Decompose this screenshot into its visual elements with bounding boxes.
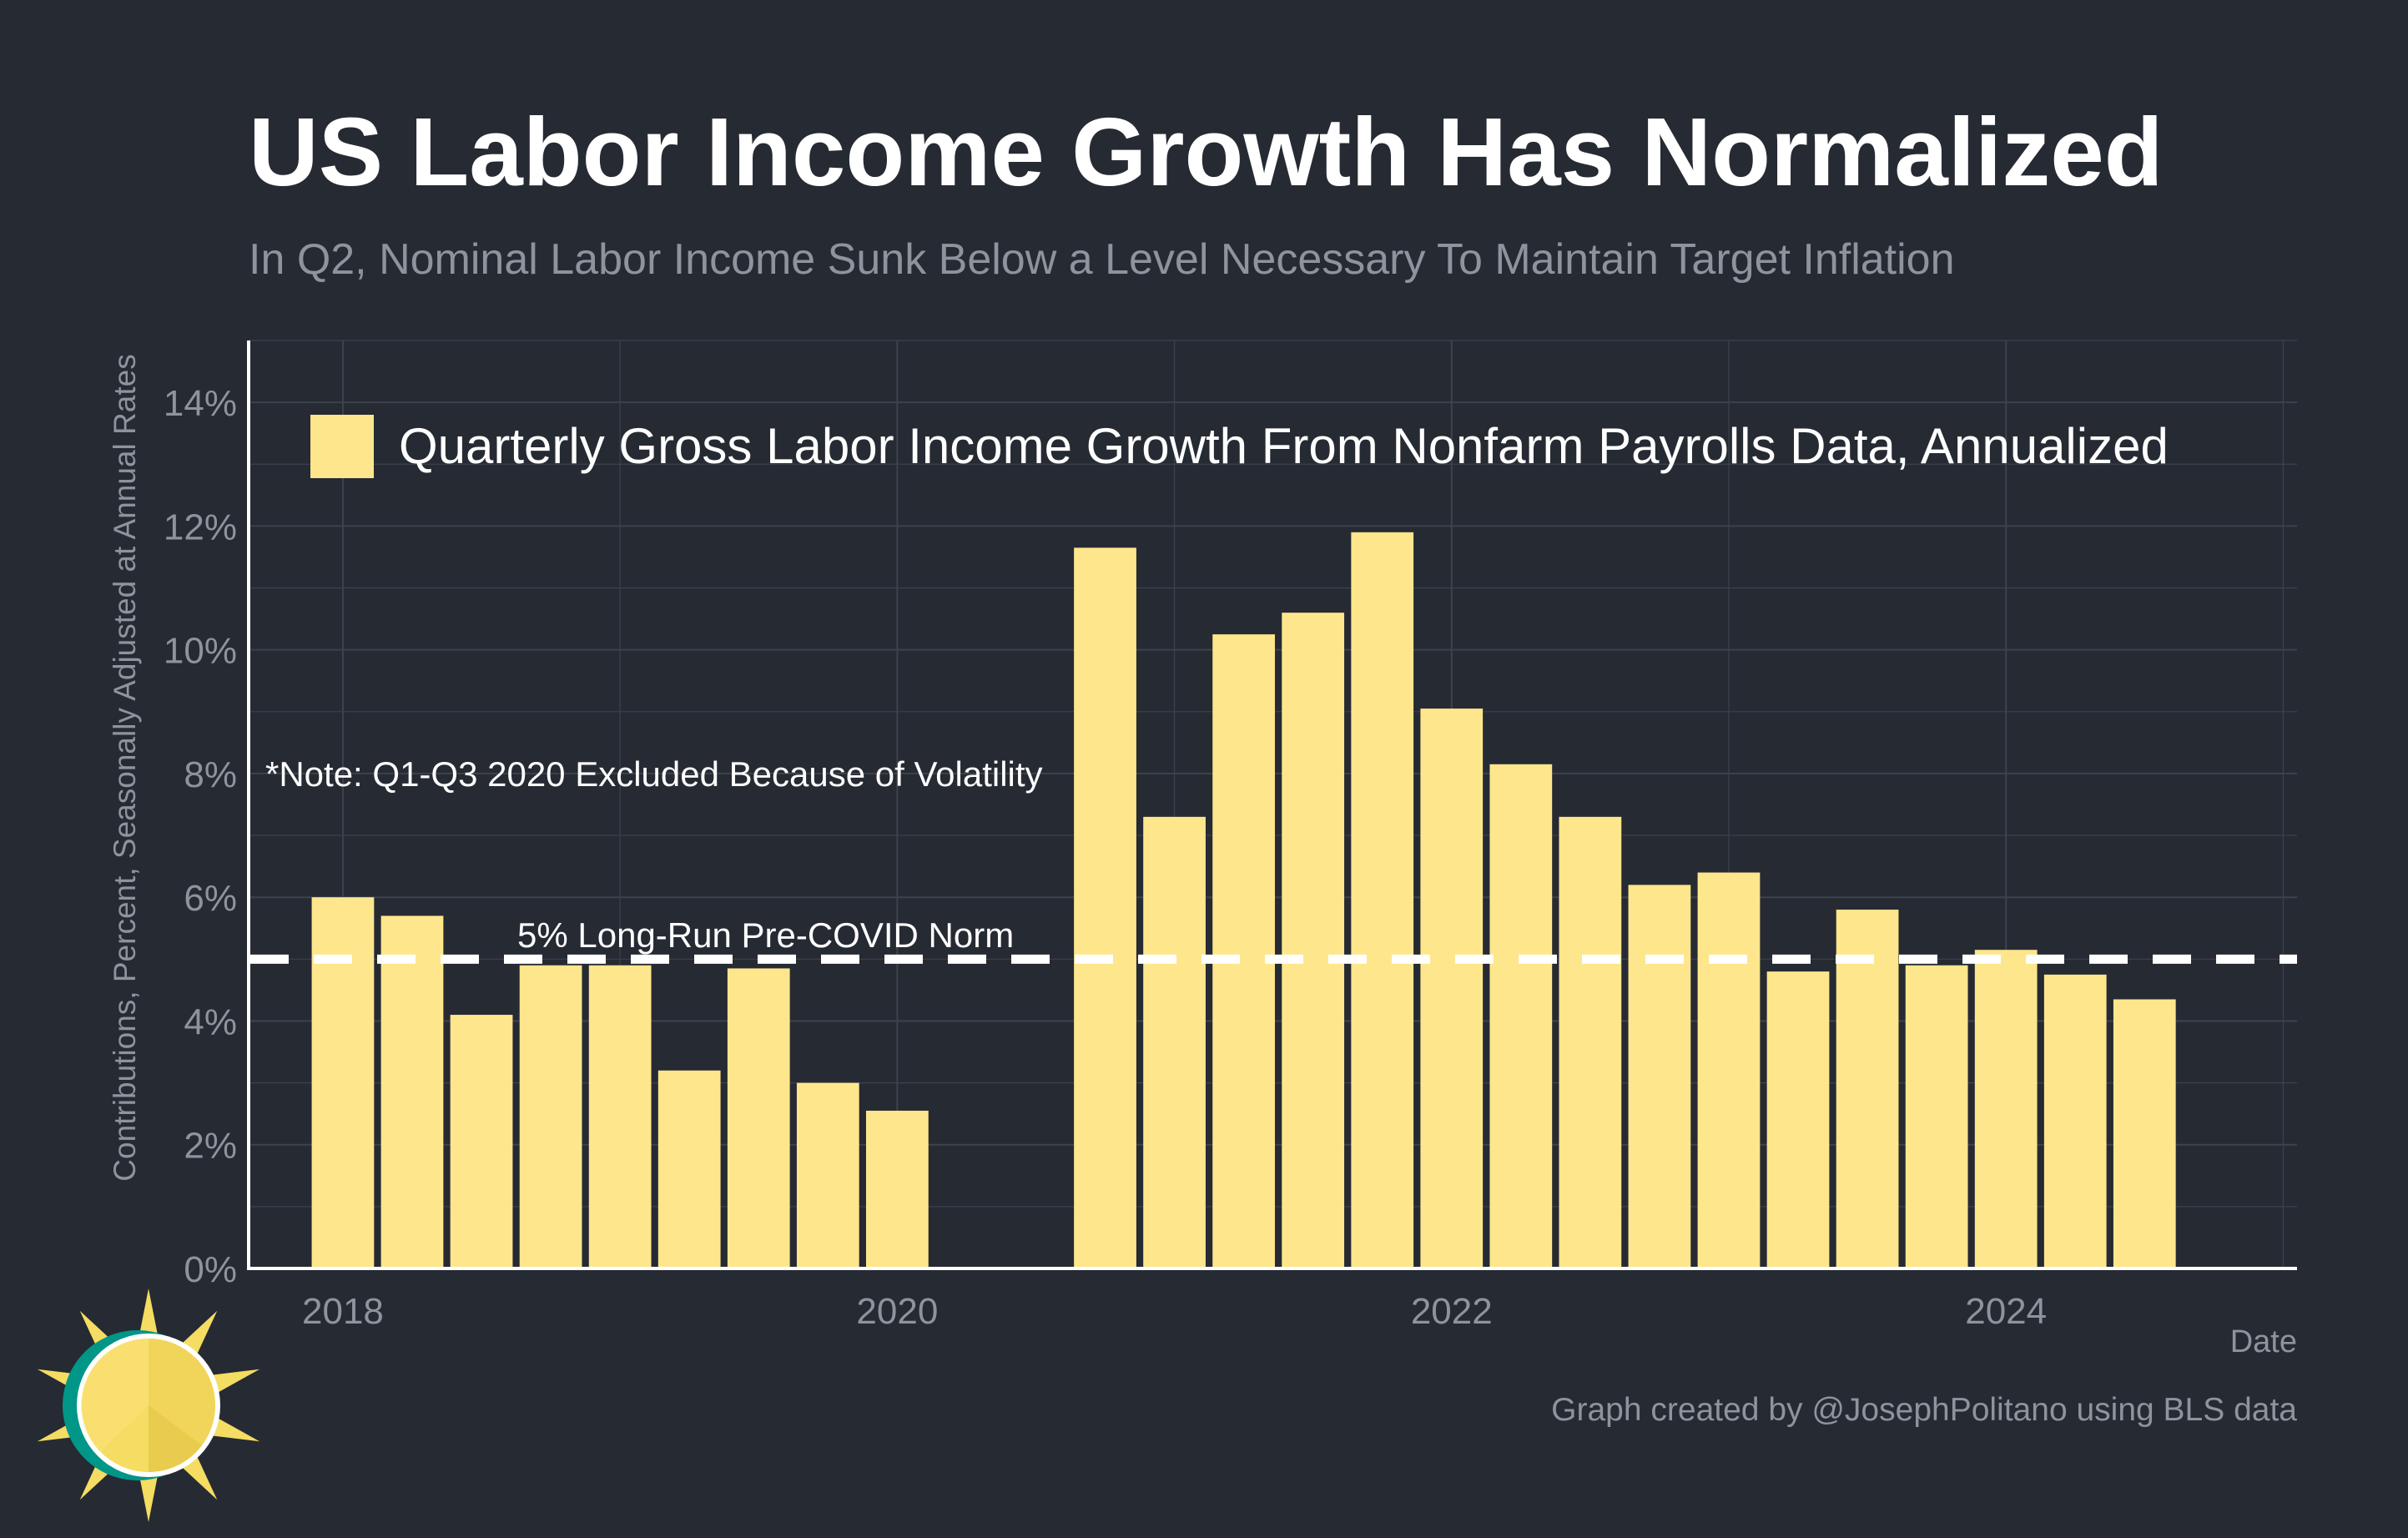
y-tick-label: 14% <box>164 383 237 424</box>
bars <box>311 532 2176 1268</box>
bar <box>1766 971 1830 1268</box>
bar <box>2113 999 2176 1268</box>
sun-ray <box>138 1470 159 1522</box>
x-tick-label: 2024 <box>1965 1291 2047 1332</box>
bar <box>1351 532 1414 1268</box>
bar <box>1489 764 1553 1268</box>
bar <box>1905 965 1968 1268</box>
bar <box>1974 950 2038 1268</box>
chart-subtitle: In Q2, Nominal Labor Income Sunk Below a… <box>249 235 1955 284</box>
x-axis-label: Date <box>2230 1324 2297 1359</box>
bar <box>450 1015 513 1268</box>
bar <box>2043 974 2107 1268</box>
bar <box>1628 885 1691 1268</box>
bar <box>380 915 444 1268</box>
bar <box>1074 547 1136 1268</box>
y-tick-label: 2% <box>184 1126 237 1167</box>
x-tick-label: 2018 <box>302 1291 384 1332</box>
chart-title: US Labor Income Growth Has Normalized <box>249 98 2164 206</box>
x-tick-labels: 2018 2020 2022 2024 <box>302 1291 2047 1332</box>
x-tick-label: 2020 <box>856 1291 938 1332</box>
x-tick-label: 2022 <box>1411 1291 1493 1332</box>
sun-ray <box>206 1414 260 1442</box>
note-annotation: *Note: Q1-Q3 2020 Excluded Because of Vo… <box>265 754 1043 794</box>
y-tick-label: 8% <box>184 754 237 795</box>
bar <box>865 1110 929 1268</box>
sun-logo-icon <box>37 1288 260 1522</box>
y-tick-label: 4% <box>184 1001 237 1042</box>
bar <box>311 897 375 1268</box>
bar <box>1697 872 1761 1268</box>
reference-line-label: 5% Long-Run Pre-COVID Norm <box>517 915 1014 955</box>
y-axis-label: Contributions, Percent, Seasonally Adjus… <box>108 354 142 1181</box>
bar <box>1559 816 1622 1268</box>
bar <box>519 965 582 1268</box>
bar <box>1282 613 1345 1268</box>
y-tick-label: 0% <box>184 1249 237 1290</box>
bar <box>796 1082 859 1268</box>
sun-ray <box>206 1369 260 1396</box>
y-tick-label: 6% <box>184 878 237 919</box>
y-tick-labels: 0% 2% 4% 6% 8% 10% 12% 14% <box>164 383 237 1290</box>
bar <box>727 968 790 1268</box>
bar <box>1420 708 1484 1268</box>
source-caption: Graph created by @JosephPolitano using B… <box>1551 1392 2297 1428</box>
bar <box>588 965 652 1268</box>
bar <box>1143 816 1206 1268</box>
bar <box>1836 910 1899 1268</box>
bar <box>1212 634 1275 1268</box>
y-tick-label: 10% <box>164 631 237 672</box>
legend-swatch <box>310 415 374 478</box>
bar <box>657 1070 721 1268</box>
y-tick-label: 12% <box>164 507 237 547</box>
sun-ray <box>138 1288 159 1341</box>
legend-label: Quarterly Gross Labor Income Growth From… <box>399 418 2169 474</box>
